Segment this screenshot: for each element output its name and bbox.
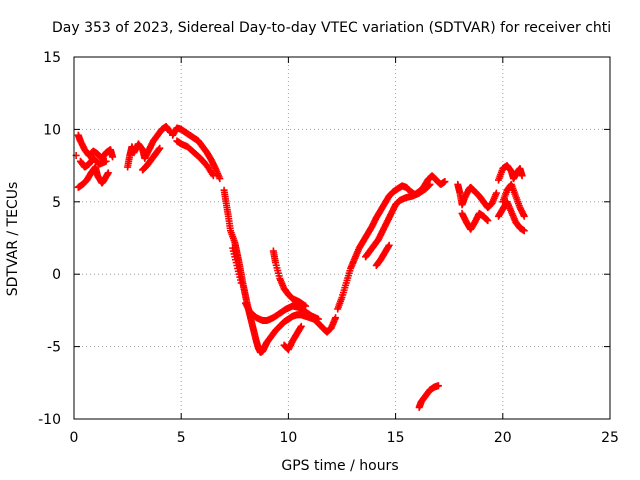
data-point-interp (440, 178, 448, 186)
data-point-interp (520, 226, 528, 234)
data-point-interp (346, 267, 354, 275)
data-point-interp (492, 191, 500, 199)
data-point-interp (101, 158, 109, 166)
data-point-interp (384, 242, 392, 250)
data-point-interp (342, 281, 350, 289)
data-point-interp (226, 224, 234, 232)
y-axis-label: SDTVAR / TECUs (5, 182, 21, 297)
data-point-interp (520, 211, 528, 219)
data-point-interp (211, 163, 219, 171)
x-tick-label: 25 (601, 430, 619, 446)
y-tick-label: -10 (38, 412, 61, 428)
data-point-interp (104, 170, 112, 178)
data-point-interp (215, 173, 223, 181)
data-point-interp (230, 236, 238, 244)
data-point-interp (108, 152, 116, 160)
data-point-interp (331, 315, 339, 323)
y-tick-label: 0 (52, 267, 61, 283)
data-point-interp (337, 295, 345, 303)
y-tick-label: 5 (52, 195, 61, 211)
data-point-interp (201, 159, 209, 167)
data-point-interp (232, 259, 240, 267)
x-axis-label: GPS time / hours (281, 458, 398, 474)
data-point-interp (515, 202, 523, 210)
data-point-interp (275, 272, 283, 280)
x-tick-label: 0 (70, 430, 79, 446)
data-point-interp (483, 216, 491, 224)
axis-ticks: 0 5 10 15 20 25 -10 -5 0 5 10 15 (38, 50, 619, 446)
data-point-interp (194, 152, 202, 160)
x-tick-label: 10 (279, 430, 297, 446)
y-tick-label: 15 (43, 50, 61, 66)
data-point-interp (297, 324, 305, 332)
data-point-interp (155, 145, 163, 153)
grid-lines (74, 57, 610, 419)
data-point-interp (271, 257, 279, 265)
plot-frame (73, 56, 611, 420)
chart-title: Day 353 of 2023, Sidereal Day-to-day VTE… (52, 20, 611, 36)
data-point-interp (300, 301, 308, 309)
data-point-interp (237, 276, 245, 284)
data-points (72, 123, 528, 411)
data-point-interp (350, 256, 358, 264)
y-tick-label: 10 (43, 122, 61, 138)
x-tick-label: 15 (387, 430, 405, 446)
data-point-interp (518, 171, 526, 179)
x-tick-label: 20 (494, 430, 512, 446)
data-point-interp (208, 170, 216, 178)
data-point-interp (434, 382, 442, 390)
y-tick-label: -5 (47, 340, 61, 356)
x-tick-label: 5 (177, 430, 186, 446)
data-point-interp (313, 315, 321, 323)
data-point-interp (511, 190, 519, 198)
data-point-interp (507, 206, 515, 214)
data-point-interp (425, 181, 433, 189)
